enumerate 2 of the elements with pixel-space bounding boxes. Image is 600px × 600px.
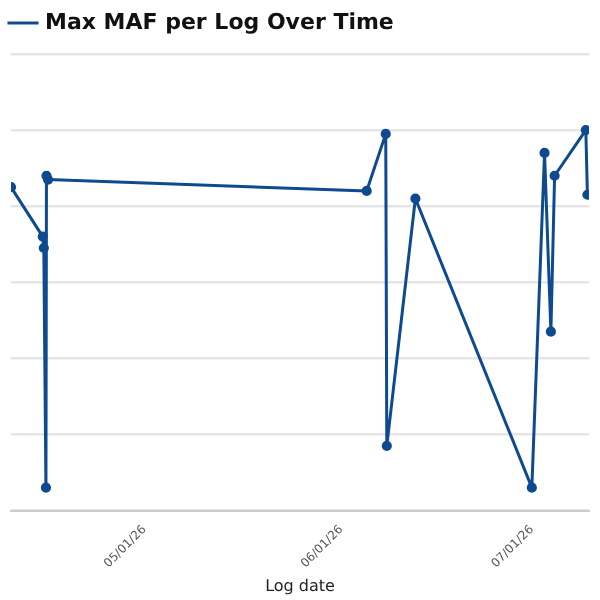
x-axis-title: Log date (265, 576, 336, 595)
legend-label: Max MAF per Log Over Time (45, 8, 394, 35)
